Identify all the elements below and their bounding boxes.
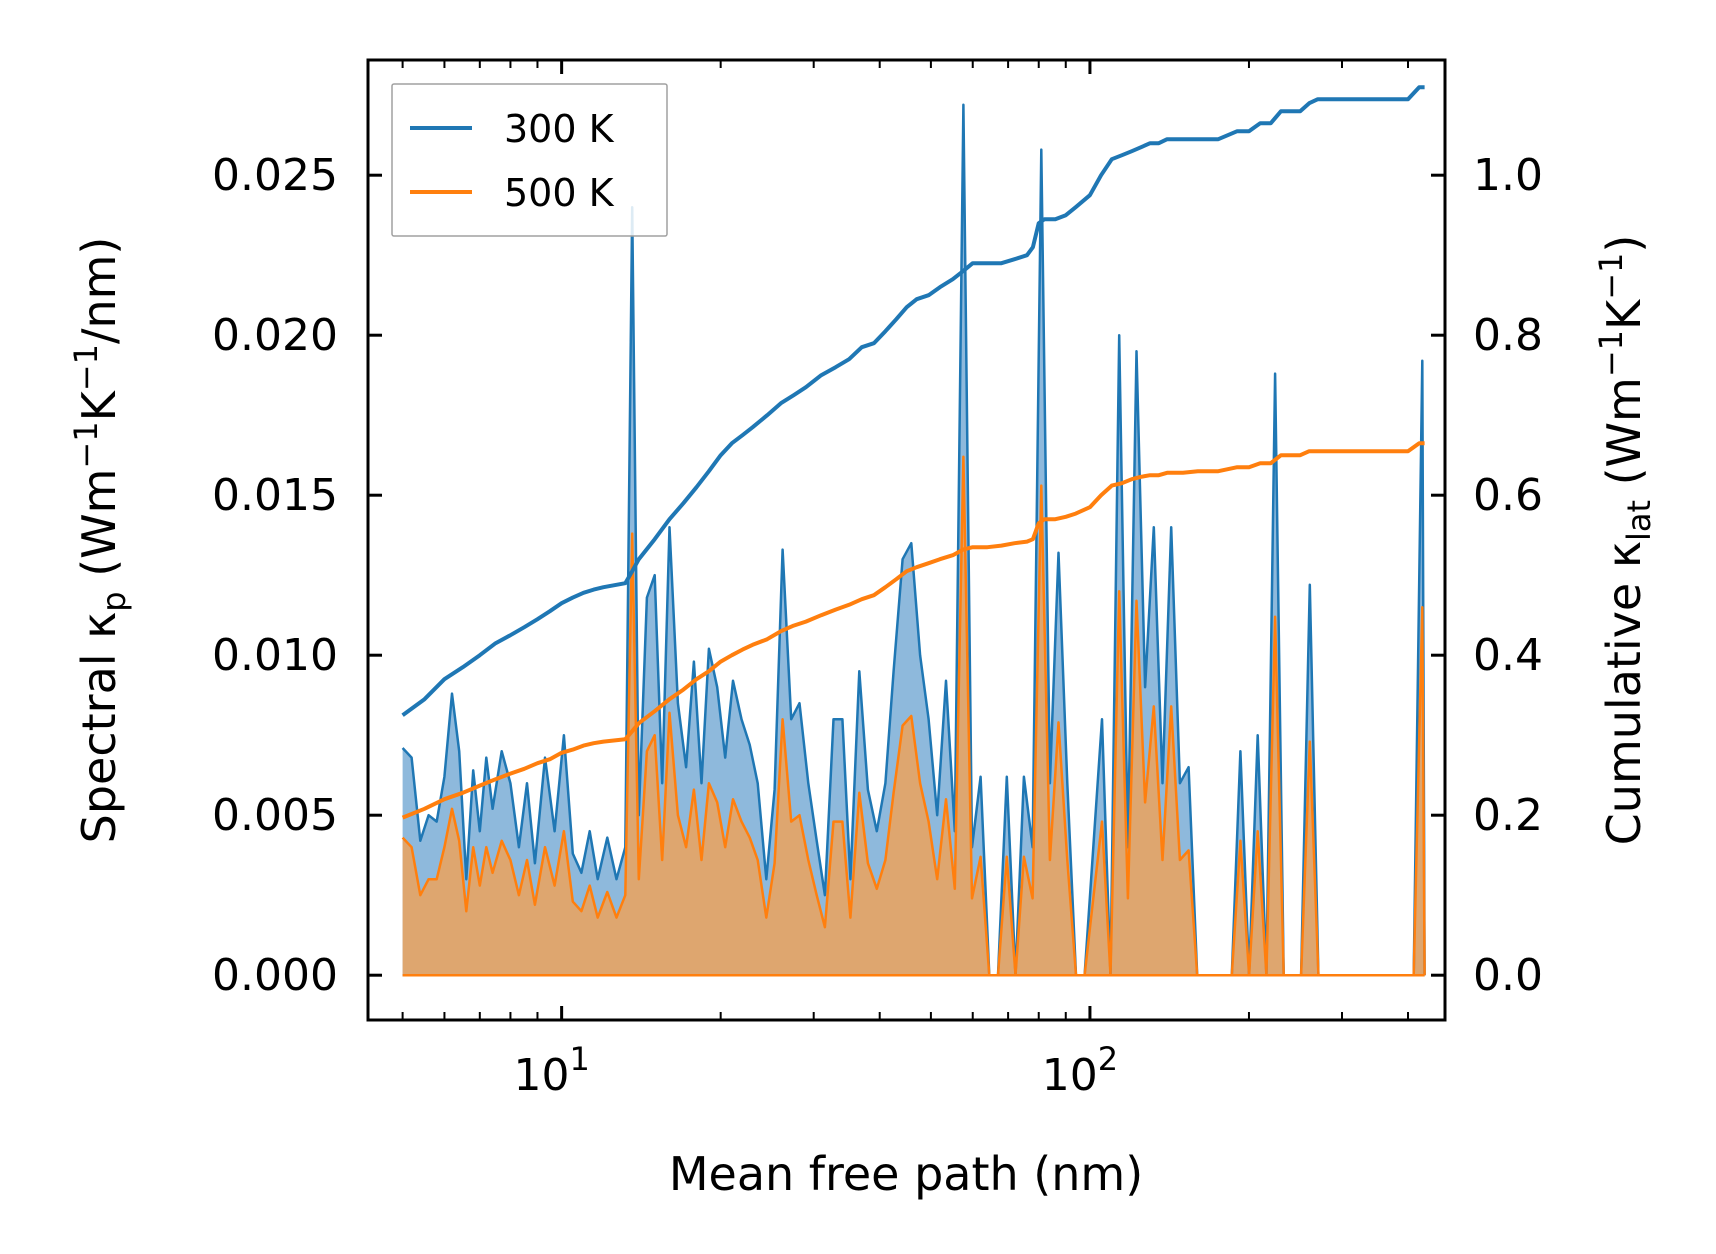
spectral-lines: [401, 103, 1426, 977]
spectral-line-300k: [401, 103, 1426, 977]
y-left-axis-ticks: 0.000 0.005 0.010 0.015 0.020 0.025: [212, 150, 382, 1001]
y-left-label-sup2: −1: [67, 344, 105, 391]
y-right-tick-label: 1.0: [1473, 150, 1543, 201]
y-left-label-main: Spectral κ: [72, 612, 126, 844]
x-tick-label-base: 10: [1042, 1050, 1098, 1101]
y-left-tick-label: 0.000: [212, 950, 338, 1001]
x-tick-label-base: 10: [513, 1050, 569, 1101]
x-tick-label: 102: [1042, 1040, 1118, 1101]
x-axis-label: Mean free path (nm): [669, 1147, 1143, 1201]
x-axis-ticks: 101 102: [401, 60, 1409, 1101]
y-right-tick-label: 0.6: [1473, 470, 1543, 521]
y-left-label-end: /nm): [72, 237, 126, 344]
cumulative-line-500k: [401, 441, 1425, 820]
spectral-fill-500k: [402, 456, 1425, 976]
x-tick-label: 101: [513, 1040, 589, 1101]
y-left-label-mid: K: [72, 389, 126, 421]
x-tick-label-exponent: 2: [1098, 1040, 1118, 1078]
y-left-label-rest: (Wm: [72, 469, 126, 592]
y-left-label-sup1: −1: [67, 421, 105, 468]
y-right-label-end: ): [1597, 235, 1651, 253]
y-left-tick-label: 0.020: [212, 310, 338, 361]
y-right-axis-ticks: 0.0 0.2 0.4 0.6 0.8 1.0: [1431, 150, 1543, 1001]
y-right-label-sup1: −1: [1592, 330, 1630, 377]
y-right-label-sup2: −1: [1592, 253, 1630, 300]
y-right-tick-label: 0.8: [1473, 310, 1543, 361]
cumulative-lines: [401, 85, 1425, 820]
y-left-tick-label: 0.015: [212, 470, 338, 521]
y-right-label-sub: lat: [1620, 500, 1658, 541]
legend-box: [391, 83, 668, 237]
y-left-tick-label: 0.005: [212, 790, 338, 841]
cumulative-line-300k: [401, 85, 1425, 717]
y-right-label-mid: K: [1597, 298, 1651, 330]
spectral-line-500k: [401, 455, 1426, 977]
legend-label-500k: 500 K: [504, 171, 615, 215]
plot-area: [401, 85, 1426, 977]
plot-frame: [366, 58, 1447, 1022]
x-tick-label-exponent: 1: [569, 1040, 589, 1078]
y-left-tick-label: 0.025: [212, 150, 338, 201]
y-right-tick-label: 0.2: [1473, 790, 1543, 841]
y-right-label-rest: (Wm: [1597, 377, 1651, 500]
legend: 300 K 500 K: [391, 83, 668, 237]
y-right-tick-label: 0.0: [1473, 950, 1543, 1001]
legend-label-300k: 300 K: [504, 107, 615, 151]
y-right-label-main: Cumulative κ: [1597, 541, 1651, 845]
y-right-axis-label: Cumulative κlat (Wm−1K−1): [1592, 235, 1658, 846]
y-right-tick-label: 0.4: [1473, 630, 1543, 681]
y-left-axis-label: Spectral κp (Wm−1K−1/nm): [67, 237, 133, 844]
y-left-tick-label: 0.010: [212, 630, 338, 681]
y-left-label-sub: p: [95, 591, 133, 611]
